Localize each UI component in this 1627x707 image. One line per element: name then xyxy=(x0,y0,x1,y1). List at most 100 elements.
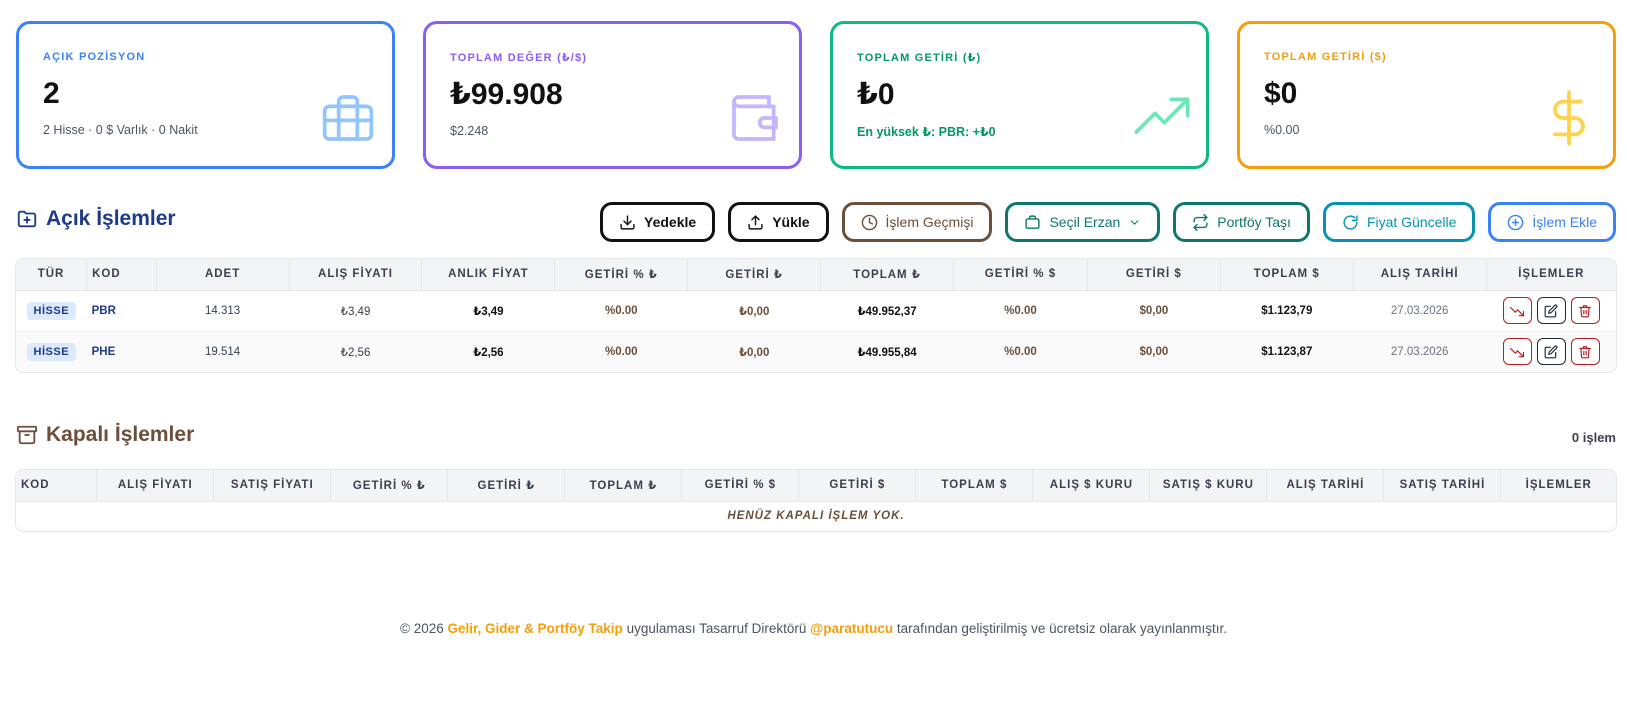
dollar-icon xyxy=(1553,90,1585,146)
empty-message: HENÜZ KAPALI İŞLEM YOK. xyxy=(727,510,905,523)
card-sub: En yüksek ₺: PBR: +₺0 xyxy=(857,125,996,139)
card-value: 2 xyxy=(43,77,60,110)
open-trades-title: Açık İşlemler xyxy=(46,207,176,230)
delete-button[interactable] xyxy=(1570,297,1600,324)
footer-suffix: tarafından geliştirilmiş ve ücretsiz ola… xyxy=(896,621,1227,636)
select-wallet-dropdown[interactable]: Seçil Erzan xyxy=(1005,202,1161,242)
closed-trades-table: KOD ALIŞ FİYATI SATIŞ FİYATI GETİRİ % ₺ … xyxy=(15,469,1617,532)
wallet-icon xyxy=(732,95,778,141)
backup-button[interactable]: Yedekle xyxy=(600,202,716,242)
open-positions-card: AÇIK POZİSYON 2 2 Hisse · 0 $ Varlık · 0… xyxy=(16,21,395,169)
col-header: ALIŞ TARİHİ xyxy=(1353,259,1487,291)
col-header: GETİRİ % ₺ xyxy=(554,259,689,291)
repeat-icon xyxy=(1193,213,1208,231)
history-label: İşlem Geçmişi xyxy=(885,214,974,230)
trending-down-icon xyxy=(1510,306,1525,316)
quantity: 19.514 xyxy=(156,331,290,372)
table-header-row: KOD ALIŞ FİYATI SATIŞ FİYATI GETİRİ % ₺ … xyxy=(16,470,1616,502)
move-portfolio-button[interactable]: Portföy Taşı xyxy=(1173,202,1310,242)
card-sub: %0.00 xyxy=(1264,123,1300,137)
col-header: SATIŞ TARİHİ xyxy=(1383,470,1502,502)
upload-label: Yükle xyxy=(772,214,810,230)
col-header: SATIŞ FİYATI xyxy=(213,470,332,502)
upload-button[interactable]: Yükle xyxy=(728,202,829,242)
table-row: HİSSE PHE 19.514 ₺2,56 ₺2,56 %0.00 ₺0,00… xyxy=(16,331,1616,372)
col-header: ALIŞ TARİHİ xyxy=(1266,470,1385,502)
closed-trades-header: Kapalı İşlemler xyxy=(16,423,194,447)
col-header: KOD xyxy=(86,259,157,291)
total-value-card: TOPLAM DEĞER (₺/$) ₺99.908 $2.248 xyxy=(423,21,802,169)
bag-icon xyxy=(1025,214,1041,229)
trash-icon xyxy=(1579,304,1591,317)
move-portfolio-label: Portföy Taşı xyxy=(1217,214,1291,230)
add-trade-button[interactable]: İşlem Ekle xyxy=(1488,202,1616,242)
edit-icon xyxy=(1544,304,1558,317)
footer-app-link[interactable]: Gelir, Gider & Portföy Takip xyxy=(447,621,623,636)
clock-icon xyxy=(861,214,877,230)
col-header: GETİRİ ₺ xyxy=(687,259,822,291)
update-price-label: Fiyat Güncelle xyxy=(1366,214,1457,230)
card-value: $0 xyxy=(1264,77,1298,110)
sell-button[interactable] xyxy=(1502,338,1532,366)
open-trades-table: TÜR KOD ADET ALIŞ FİYATI ANLIK FİYAT GET… xyxy=(15,258,1617,373)
stock-code: PHE xyxy=(86,331,157,372)
edit-button[interactable] xyxy=(1536,297,1566,324)
stock-code: PBR xyxy=(86,290,157,332)
closed-trades-title: Kapalı İşlemler xyxy=(46,423,195,446)
footer-prefix: © 2026 xyxy=(400,621,444,636)
footer: © 2026 Gelir, Gider & Portföy Takip uygu… xyxy=(0,621,1627,636)
col-header: TOPLAM $ xyxy=(1220,259,1354,291)
folder-plus-icon xyxy=(17,210,37,228)
type-badge: HİSSE xyxy=(26,301,77,320)
col-header: ALIŞ FİYATI xyxy=(289,259,423,291)
buy-date: 27.03.2026 xyxy=(1353,331,1487,372)
card-sub: 2 Hisse · 0 $ Varlık · 0 Nakit xyxy=(43,123,198,137)
col-header: ADET xyxy=(156,259,290,291)
total-try: ₺49.955,84 xyxy=(820,331,954,372)
add-trade-label: İşlem Ekle xyxy=(1532,214,1597,230)
open-trades-header: Açık İşlemler xyxy=(16,207,176,231)
return-pct-try: %0.00 xyxy=(554,331,688,372)
col-header: ALIŞ FİYATI xyxy=(96,470,215,502)
card-value: ₺0 xyxy=(857,78,895,111)
return-pct-usd: %0.00 xyxy=(953,331,1088,372)
return-try: ₺0,00 xyxy=(687,290,821,332)
total-return-usd-card: TOPLAM GETİRİ ($) $0 %0.00 xyxy=(1237,21,1616,169)
history-button[interactable]: İşlem Geçmişi xyxy=(841,202,993,242)
refresh-icon xyxy=(1343,214,1358,230)
col-header: TOPLAM $ xyxy=(915,470,1034,502)
total-usd: $1.123,79 xyxy=(1220,290,1354,332)
col-header: GETİRİ % ₺ xyxy=(330,470,449,502)
delete-button[interactable] xyxy=(1570,338,1600,366)
return-usd: $0,00 xyxy=(1087,290,1221,332)
briefcase-icon xyxy=(322,95,374,141)
select-wallet-label: Seçil Erzan xyxy=(1049,214,1121,230)
edit-icon xyxy=(1544,345,1558,359)
trending-down-icon xyxy=(1510,347,1525,357)
backup-label: Yedekle xyxy=(644,214,697,230)
col-header: GETİRİ ₺ xyxy=(447,470,566,502)
footer-handle-link[interactable]: @paratutucu xyxy=(810,621,894,636)
buy-price: ₺3,49 xyxy=(289,290,422,332)
card-sub: $2.248 xyxy=(450,124,489,138)
sell-button[interactable] xyxy=(1502,297,1532,324)
current-price: ₺3,49 xyxy=(421,290,555,332)
upload-icon xyxy=(748,214,763,230)
col-header: GETİRİ $ xyxy=(798,470,917,502)
col-header: GETİRİ $ xyxy=(1087,259,1221,291)
return-try: ₺0,00 xyxy=(687,331,821,372)
card-value: ₺99.908 xyxy=(450,78,563,111)
footer-middle: uygulaması Tasarruf Direktörü xyxy=(626,621,807,636)
closed-count: 0 işlem xyxy=(1571,430,1616,445)
stat-cards: AÇIK POZİSYON 2 2 Hisse · 0 $ Varlık · 0… xyxy=(16,21,1616,169)
total-try: ₺49.952,37 xyxy=(820,290,954,332)
table-header-row: TÜR KOD ADET ALIŞ FİYATI ANLIK FİYAT GET… xyxy=(16,259,1616,291)
col-header: TOPLAM ₺ xyxy=(820,259,954,291)
toolbar: Yedekle Yükle İşlem Geçmişi Seçil Erzan … xyxy=(600,202,1616,242)
empty-row: HENÜZ KAPALI İŞLEM YOK. xyxy=(16,501,1616,531)
update-price-button[interactable]: Fiyat Güncelle xyxy=(1322,202,1476,242)
col-header: SATIŞ $ KURU xyxy=(1149,470,1268,502)
return-usd: $0,00 xyxy=(1087,331,1221,372)
edit-button[interactable] xyxy=(1536,338,1566,366)
card-label: AÇIK POZİSYON xyxy=(43,51,146,63)
